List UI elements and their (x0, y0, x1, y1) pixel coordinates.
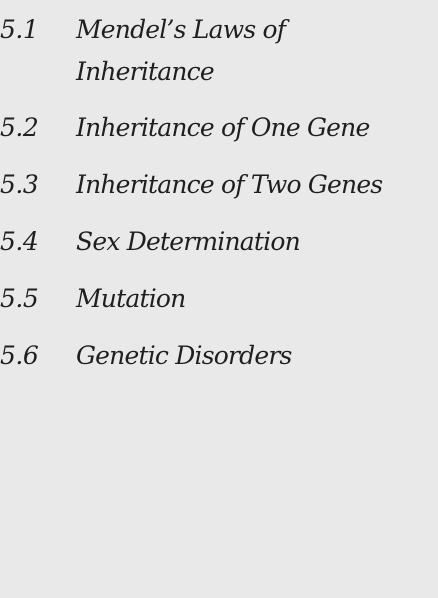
section-title: Sex Determination (76, 227, 301, 256)
section-title: Genetic Disorders (76, 341, 292, 370)
section-number: 5.2 (0, 113, 39, 142)
section-title: Inheritance of One Gene (76, 113, 370, 142)
section-number: 5.5 (0, 284, 39, 313)
section-number: 5.4 (0, 227, 39, 256)
section-title: Mutation (76, 284, 186, 313)
section-number: 5.6 (0, 341, 39, 370)
section-number: 5.1 (0, 15, 39, 44)
section-title: Mendel’s Laws of Inheritance (76, 15, 286, 86)
section-title: Inheritance of Two Genes (76, 170, 383, 199)
section-number: 5.3 (0, 170, 39, 199)
